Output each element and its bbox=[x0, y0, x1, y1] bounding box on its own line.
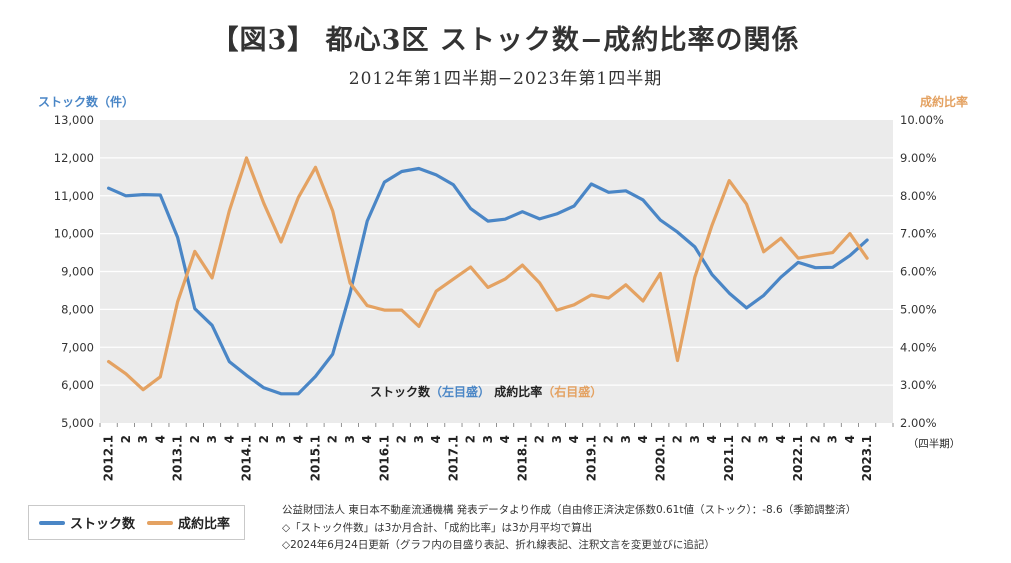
x-tick-label: 2015.1 bbox=[308, 435, 322, 481]
x-tick-label: 2018.1 bbox=[515, 435, 529, 481]
x-tick-label: 3 bbox=[550, 435, 564, 443]
y-left-tick-label: 6,000 bbox=[61, 378, 94, 392]
x-tick-label: 2023.1 bbox=[860, 435, 874, 481]
y-right-tick-label: 6.00% bbox=[900, 265, 937, 279]
x-tick-label: 2 bbox=[395, 435, 409, 443]
x-tick-label: 2 bbox=[119, 435, 133, 443]
legend-item-ratio: 成約比率 bbox=[147, 506, 230, 539]
annotation-part: （左目盛） bbox=[430, 384, 490, 399]
annotation-part: （右目盛） bbox=[542, 384, 602, 399]
x-tick-label: 4 bbox=[153, 435, 167, 443]
legend-label-stock: ストック数 bbox=[70, 517, 136, 532]
x-tick-label: 2014.1 bbox=[240, 435, 254, 481]
y-right-tick-label: 9.00% bbox=[900, 151, 937, 165]
note-line: ◇2024年6月24日更新（グラフ内の目盛り表記、折れ線表記、注釈文言を変更並び… bbox=[282, 539, 715, 551]
y-left-tick-label: 8,000 bbox=[61, 302, 94, 316]
source-notes: 公益財団法人 東日本不動産流通機構 発表データより作成（自由修正済決定係数0.6… bbox=[282, 502, 856, 555]
y-right-tick-label: 3.00% bbox=[900, 378, 937, 392]
x-tick-label: 2016.1 bbox=[377, 435, 391, 481]
y-right-tick-label: 7.00% bbox=[900, 227, 937, 241]
y-right-axis-title: 成約比率 bbox=[920, 94, 968, 109]
x-tick-label: 3 bbox=[274, 435, 288, 443]
x-tick-label: 2 bbox=[326, 435, 340, 443]
x-tick-label: 4 bbox=[843, 435, 857, 443]
x-tick-label: 3 bbox=[481, 435, 495, 443]
x-tick-label: 4 bbox=[222, 435, 236, 443]
y-right-tick-label: 4.00% bbox=[900, 340, 937, 354]
x-tick-label: 4 bbox=[360, 435, 374, 443]
x-tick-label: 2013.1 bbox=[171, 435, 185, 481]
x-tick-label: 2 bbox=[602, 435, 616, 443]
annotation-part: 成約比率 bbox=[494, 384, 542, 399]
x-tick-label: 3 bbox=[412, 435, 426, 443]
x-tick-label: 3 bbox=[205, 435, 219, 443]
x-tick-label: 3 bbox=[688, 435, 702, 443]
x-tick-label: 2017.1 bbox=[446, 435, 460, 481]
note-line: 公益財団法人 東日本不動産流通機構 発表データより作成（自由修正済決定係数0.6… bbox=[282, 504, 857, 516]
x-tick-label: 2 bbox=[533, 435, 547, 443]
x-tick-label: 4 bbox=[429, 435, 443, 443]
y-left-axis-title: ストック数（件） bbox=[38, 94, 134, 109]
x-tick-label: 4 bbox=[498, 435, 512, 443]
x-tick-label: 4 bbox=[636, 435, 650, 443]
chart-subtitle: 2012年第1四半期−2023年第1四半期 bbox=[348, 69, 663, 89]
y-left-tick-label: 9,000 bbox=[61, 265, 94, 279]
x-tick-label: 2 bbox=[257, 435, 271, 443]
x-tick-label: 2020.1 bbox=[653, 435, 667, 481]
series-line-stock bbox=[106, 166, 869, 396]
x-tick-label: 2 bbox=[808, 435, 822, 443]
y-right-tick-label: 10.00% bbox=[900, 113, 944, 127]
y-right-tick-label: 5.00% bbox=[900, 302, 937, 316]
x-tick-label: 3 bbox=[136, 435, 150, 443]
x-tick-label: 2022.1 bbox=[791, 435, 805, 481]
y-right-tick-label: 2.00% bbox=[900, 416, 937, 430]
x-tick-label: 2021.1 bbox=[722, 435, 736, 481]
x-tick-label: 4 bbox=[291, 435, 305, 443]
chart-svg: 5,000 6,000 7,000 8,000 9,000 10,000 11,000 12,… bbox=[38, 94, 968, 481]
x-tick-label: 2019.1 bbox=[584, 435, 598, 481]
series-annotation: ストック数（左目盛） 成約比率（右目盛） bbox=[370, 384, 602, 399]
x-axis-title: （四半期） bbox=[908, 437, 961, 450]
x-tick-label: 2 bbox=[464, 435, 478, 443]
x-tick-label: 4 bbox=[567, 435, 581, 443]
y-left-tick-label: 12,000 bbox=[54, 151, 94, 165]
y-left-tick-label: 13,000 bbox=[54, 113, 94, 127]
x-tick-label: 3 bbox=[757, 435, 771, 443]
x-tick-label: 2 bbox=[671, 435, 685, 443]
x-tick-label: 3 bbox=[826, 435, 840, 443]
x-tick-label: 3 bbox=[619, 435, 633, 443]
x-tick-label: 4 bbox=[705, 435, 719, 443]
x-tick-label: 3 bbox=[343, 435, 357, 443]
y-left-tick-label: 11,000 bbox=[54, 189, 94, 203]
series-line-ratio bbox=[106, 156, 869, 392]
note-line: ◇「ストック件数」は3か月合計、「成約比率」は3か月平均で算出 bbox=[282, 521, 593, 534]
legend: ストック数 成約比率 bbox=[28, 505, 245, 540]
legend-swatch-stock bbox=[39, 520, 65, 525]
y-left-tick-label: 7,000 bbox=[61, 340, 94, 354]
chart-title: 【図3】 都心3区 ストック数−成約比率の関係 bbox=[211, 25, 800, 56]
x-tick-label: 2 bbox=[739, 435, 753, 443]
y-right-tick-label: 8.00% bbox=[900, 189, 937, 203]
legend-item-stock: ストック数 bbox=[39, 506, 135, 539]
y-left-tick-label: 5,000 bbox=[61, 416, 94, 430]
x-tick-label: 2012.1 bbox=[102, 435, 116, 481]
legend-label-ratio: 成約比率 bbox=[178, 517, 231, 532]
y-left-tick-label: 10,000 bbox=[54, 227, 94, 241]
x-tick-label: 2 bbox=[188, 435, 202, 443]
x-tick-label: 4 bbox=[774, 435, 788, 443]
annotation-part: ストック数 bbox=[370, 384, 431, 399]
legend-swatch-ratio bbox=[147, 520, 173, 525]
